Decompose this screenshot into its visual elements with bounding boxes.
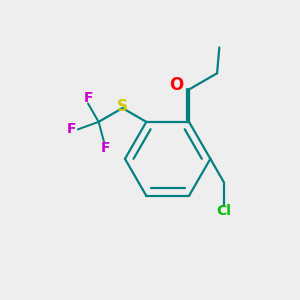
Text: O: O — [169, 76, 184, 94]
Text: F: F — [101, 141, 110, 155]
Text: S: S — [117, 98, 128, 113]
Text: Cl: Cl — [217, 204, 232, 218]
Text: F: F — [67, 122, 77, 136]
Text: F: F — [83, 91, 93, 105]
